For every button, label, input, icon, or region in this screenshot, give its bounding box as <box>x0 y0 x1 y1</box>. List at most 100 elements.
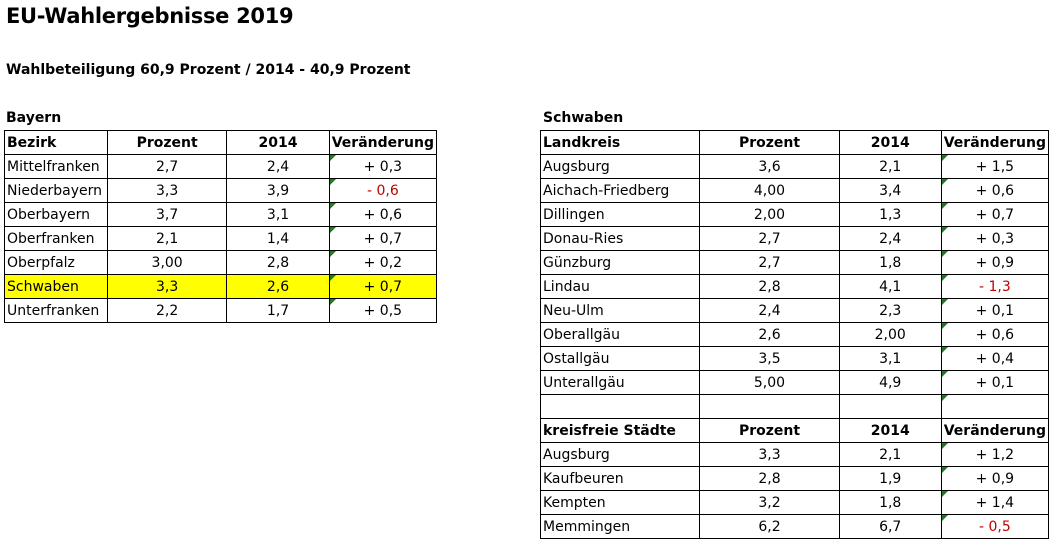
bezirk-2014-cell: 2,4 <box>226 154 330 179</box>
table-row: Oberpfalz 3,00 2,8 + 0,2 <box>4 250 438 275</box>
stadt-change-cell: + 0,9 <box>940 466 1050 491</box>
bezirk-change-cell: + 0,7 <box>328 274 438 299</box>
landkreis-change-cell: + 0,1 <box>940 370 1050 395</box>
empty-cell <box>940 394 1050 419</box>
bayern-header-row: Bezirk Prozent 2014 Veränderung <box>4 130 438 155</box>
landkreis-prozent-cell: 2,7 <box>699 250 840 275</box>
landkreis-prozent-cell: 5,00 <box>699 370 840 395</box>
bezirk-name-cell: Schwaben <box>4 274 108 299</box>
bezirk-prozent-cell: 2,1 <box>106 226 228 251</box>
table-row: Memmingen 6,2 6,7- 0,5 <box>539 514 1050 539</box>
landkreis-2014-cell: 2,00 <box>838 322 942 347</box>
empty-cell <box>539 394 701 419</box>
table-row: Unterfranken 2,2 1,7 + 0,5 <box>4 298 438 323</box>
table-row: Kempten 3,2 1,8 + 1,4 <box>539 490 1050 515</box>
bezirk-change-cell: + 0,6 <box>328 202 438 227</box>
landkreis-change-cell: + 0,6 <box>940 178 1050 203</box>
table-row: Schwaben 3,3 2,6 + 0,7 <box>4 274 438 299</box>
landkreis-prozent-cell: 2,6 <box>699 322 840 347</box>
landkreis-prozent-cell: 3,5 <box>699 346 840 371</box>
landkreis-change-cell: + 0,7 <box>940 202 1050 227</box>
stadt-change-cell: + 1,4 <box>940 490 1050 515</box>
landkreis-prozent-cell: 2,4 <box>699 298 840 323</box>
stadt-name-cell: Augsburg <box>539 442 701 467</box>
bezirk-name-cell: Oberbayern <box>4 202 108 227</box>
bezirk-prozent-cell: 3,3 <box>106 178 228 203</box>
landkreis-prozent-cell: 2,00 <box>699 202 840 227</box>
landkreis-2014-cell: 4,9 <box>838 370 942 395</box>
bayern-header-veraenderung: Veränderung <box>328 130 438 155</box>
staedte-header-veraenderung: Veränderung <box>940 418 1050 443</box>
bezirk-2014-cell: 1,7 <box>226 298 330 323</box>
bezirk-prozent-cell: 2,2 <box>106 298 228 323</box>
bezirk-name-cell: Oberpfalz <box>4 250 108 275</box>
empty-cell <box>699 394 840 419</box>
bayern-table: Bezirk Prozent 2014 Veränderung Mittelfranke… <box>4 130 438 323</box>
turnout-subtitle: Wahlbeteiligung 60,9 Prozent / 2014 - 40… <box>6 62 411 78</box>
table-row: Oberbayern 3,7 3,1 + 0,6 <box>4 202 438 227</box>
landkreis-name-cell: Neu-Ulm <box>539 298 701 323</box>
table-row: Neu-Ulm 2,4 2,3 + 0,1 <box>539 298 1050 323</box>
table-row: Oberfranken 2,1 1,4 + 0,7 <box>4 226 438 251</box>
stadt-2014-cell: 1,8 <box>838 490 942 515</box>
landkreis-name-cell: Ostallgäu <box>539 346 701 371</box>
landkreis-header-2014: 2014 <box>838 130 942 155</box>
bayern-header-2014: 2014 <box>226 130 330 155</box>
staedte-header-name: kreisfreie Städte <box>539 418 701 443</box>
landkreis-2014-cell: 2,1 <box>838 154 942 179</box>
bezirk-name-cell: Niederbayern <box>4 178 108 203</box>
table-row: Dillingen 2,00 1,3 + 0,7 <box>539 202 1050 227</box>
table-row: Mittelfranken 2,7 2,4 + 0,3 <box>4 154 438 179</box>
staedte-header-row: kreisfreie Städte Prozent 2014 Veränderung <box>539 418 1050 443</box>
table-row: Oberallgäu 2,6 2,00 + 0,6 <box>539 322 1050 347</box>
bezirk-2014-cell: 2,8 <box>226 250 330 275</box>
landkreis-header-name: Landkreis <box>539 130 701 155</box>
landkreis-name-cell: Augsburg <box>539 154 701 179</box>
bayern-header-name: Bezirk <box>4 130 108 155</box>
table-row: Niederbayern 3,3 3,9- 0,6 <box>4 178 438 203</box>
bezirk-prozent-cell: 3,00 <box>106 250 228 275</box>
table-row: Lindau 2,8 4,1- 1,3 <box>539 274 1050 299</box>
bezirk-prozent-cell: 2,7 <box>106 154 228 179</box>
landkreis-header-veraenderung: Veränderung <box>940 130 1050 155</box>
staedte-header-2014: 2014 <box>838 418 942 443</box>
bezirk-2014-cell: 1,4 <box>226 226 330 251</box>
landkreis-2014-cell: 2,3 <box>838 298 942 323</box>
landkreis-name-cell: Günzburg <box>539 250 701 275</box>
stadt-name-cell: Kaufbeuren <box>539 466 701 491</box>
schwaben-section-label: Schwaben <box>543 110 624 126</box>
table-row: Donau-Ries 2,7 2,4 + 0,3 <box>539 226 1050 251</box>
bayern-header-prozent: Prozent <box>106 130 228 155</box>
stadt-prozent-cell: 3,3 <box>699 442 840 467</box>
landkreis-2014-cell: 4,1 <box>838 274 942 299</box>
landkreis-2014-cell: 3,4 <box>838 178 942 203</box>
landkreis-name-cell: Lindau <box>539 274 701 299</box>
landkreis-name-cell: Unterallgäu <box>539 370 701 395</box>
landkreis-2014-cell: 2,4 <box>838 226 942 251</box>
landkreis-prozent-cell: 3,6 <box>699 154 840 179</box>
stadt-change-cell: + 1,2 <box>940 442 1050 467</box>
table-row: Augsburg 3,3 2,1 + 1,2 <box>539 442 1050 467</box>
bezirk-prozent-cell: 3,7 <box>106 202 228 227</box>
landkreis-change-cell: + 0,3 <box>940 226 1050 251</box>
table-row: Unterallgäu 5,00 4,9 + 0,1 <box>539 370 1050 395</box>
landkreis-header-row: Landkreis Prozent 2014 Veränderung <box>539 130 1050 155</box>
table-row: Ostallgäu 3,5 3,1 + 0,4 <box>539 346 1050 371</box>
bezirk-change-cell: - 0,6 <box>328 178 438 203</box>
bezirk-name-cell: Oberfranken <box>4 226 108 251</box>
landkreis-change-cell: + 0,1 <box>940 298 1050 323</box>
bezirk-change-cell: + 0,2 <box>328 250 438 275</box>
bezirk-change-cell: + 0,5 <box>328 298 438 323</box>
staedte-header-prozent: Prozent <box>699 418 840 443</box>
page-title: EU-Wahlergebnisse 2019 <box>6 4 294 28</box>
bezirk-change-cell: + 0,3 <box>328 154 438 179</box>
landkreis-2014-cell: 1,8 <box>838 250 942 275</box>
landkreis-change-cell: + 0,6 <box>940 322 1050 347</box>
landkreis-name-cell: Dillingen <box>539 202 701 227</box>
table-row: Günzburg 2,7 1,8 + 0,9 <box>539 250 1050 275</box>
landkreis-change-cell: - 1,3 <box>940 274 1050 299</box>
bezirk-name-cell: Unterfranken <box>4 298 108 323</box>
stadt-prozent-cell: 6,2 <box>699 514 840 539</box>
landkreis-change-cell: + 0,4 <box>940 346 1050 371</box>
stadt-prozent-cell: 2,8 <box>699 466 840 491</box>
